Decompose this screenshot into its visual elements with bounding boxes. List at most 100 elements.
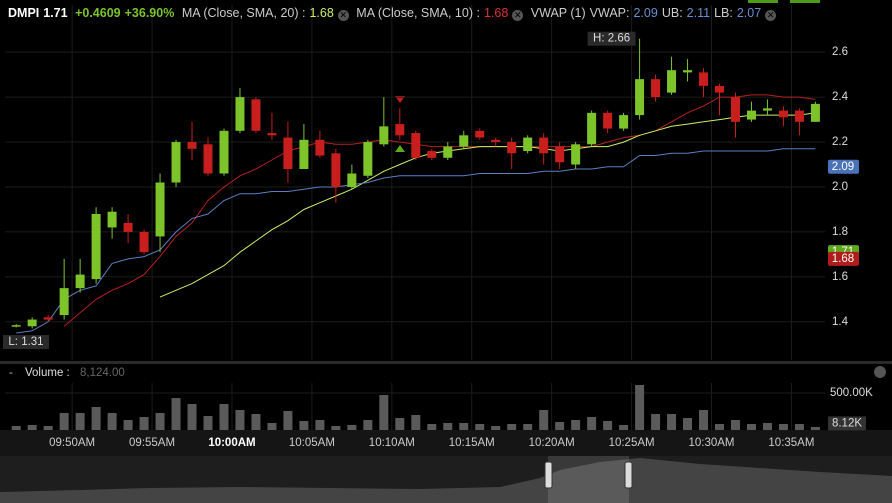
candle-body bbox=[571, 144, 581, 165]
y-tick-label: 500.00K bbox=[830, 387, 873, 399]
volume-bar bbox=[778, 424, 788, 430]
volume-bar bbox=[411, 414, 421, 430]
volume-bar bbox=[587, 416, 597, 430]
candle-body bbox=[459, 135, 469, 147]
volume-bar bbox=[363, 420, 373, 430]
buy-marker bbox=[395, 145, 405, 152]
navigator-handle[interactable] bbox=[544, 461, 553, 489]
grid bbox=[5, 5, 825, 430]
volume-bar bbox=[459, 422, 469, 430]
candle-body bbox=[539, 137, 549, 154]
volume-bar bbox=[427, 424, 437, 430]
x-tick-label: 10:30AM bbox=[688, 437, 734, 449]
candle-body bbox=[778, 110, 788, 118]
navigator-window[interactable] bbox=[548, 456, 629, 503]
navigator-handle[interactable] bbox=[624, 461, 633, 489]
candle-body bbox=[139, 231, 149, 253]
candle-body bbox=[683, 70, 693, 73]
volume-bar bbox=[219, 404, 229, 430]
volume-bar bbox=[43, 426, 53, 430]
candle-body bbox=[187, 142, 197, 149]
volume-bar bbox=[171, 398, 181, 430]
close-icon[interactable] bbox=[874, 366, 886, 378]
volume-title: Volume : bbox=[25, 367, 70, 379]
volume-bar bbox=[810, 426, 820, 430]
change-pct: +36.90% bbox=[124, 6, 175, 20]
volume-bar bbox=[651, 414, 661, 430]
remove-icon[interactable]: ✕ bbox=[337, 10, 349, 21]
volume-bar bbox=[762, 422, 772, 430]
x-tick-label: 10:15AM bbox=[449, 437, 495, 449]
volume-bar bbox=[667, 414, 677, 430]
volume-bar bbox=[571, 420, 581, 430]
candle-body bbox=[730, 97, 740, 122]
change: +0.4609 bbox=[75, 6, 121, 20]
candle-body bbox=[587, 112, 597, 145]
volume-bar bbox=[443, 422, 453, 430]
y-tick-label: 2.0 bbox=[832, 181, 848, 193]
legend-value: 2.07 bbox=[736, 6, 762, 20]
high-tag: H: 2.66 bbox=[593, 33, 630, 45]
low-tag: L: 1.31 bbox=[8, 336, 43, 348]
legend-value: 2.09 bbox=[633, 6, 658, 20]
legend-label: UB: bbox=[661, 6, 683, 20]
candle-body bbox=[379, 126, 389, 145]
x-tick-label: 10:20AM bbox=[529, 437, 575, 449]
volume-bar bbox=[491, 426, 501, 430]
volume-bar bbox=[699, 410, 709, 430]
legend-value: 1.68 bbox=[483, 6, 509, 20]
candle-body bbox=[123, 222, 133, 232]
collapse-icon[interactable]: - bbox=[9, 367, 13, 379]
volume-bar bbox=[59, 412, 69, 430]
candle-body bbox=[603, 112, 613, 129]
legend-entry: VWAP (1) bbox=[530, 6, 586, 20]
volume-bar bbox=[267, 422, 277, 430]
candle-body bbox=[715, 85, 725, 93]
volume-bar bbox=[251, 414, 261, 430]
candle-body bbox=[203, 144, 213, 174]
remove-icon[interactable]: ✕ bbox=[765, 10, 777, 21]
y-tick-label: 1.6 bbox=[832, 271, 848, 283]
volume-bar bbox=[746, 424, 756, 430]
candle-body bbox=[283, 137, 293, 170]
volume-bar bbox=[123, 420, 133, 430]
indicator-line bbox=[16, 148, 816, 334]
x-tick-label: 10:25AM bbox=[609, 437, 655, 449]
y-tick-label: 2.2 bbox=[832, 136, 848, 148]
volume-tag: 8.12K bbox=[832, 417, 862, 429]
volume-bar bbox=[730, 420, 740, 430]
volume-bar bbox=[395, 418, 405, 430]
volume-bar bbox=[75, 412, 85, 430]
candle-body bbox=[635, 79, 645, 116]
candle-body bbox=[699, 72, 709, 86]
candle-body bbox=[475, 130, 485, 138]
volume-bar bbox=[539, 410, 549, 430]
candle-body bbox=[171, 142, 181, 183]
remove-icon[interactable]: ✕ bbox=[512, 10, 524, 21]
volume-bar bbox=[715, 424, 725, 430]
volume-bar bbox=[475, 424, 485, 430]
price-tag-box bbox=[828, 159, 859, 174]
indicator-line bbox=[63, 94, 816, 327]
y-tick-label: 1.8 bbox=[832, 226, 848, 238]
candle-body bbox=[315, 139, 325, 156]
legend-label: VWAP: bbox=[589, 6, 630, 20]
y-tick-label: 2.4 bbox=[832, 91, 849, 103]
candle-body bbox=[427, 151, 437, 158]
toolbar-button[interactable] bbox=[748, 0, 778, 3]
time-axis bbox=[0, 430, 892, 456]
volume-bar bbox=[555, 422, 565, 430]
volume-value: 8,124.00 bbox=[80, 367, 125, 379]
candle-body bbox=[155, 182, 165, 237]
candle-body bbox=[651, 79, 661, 98]
toolbar-button[interactable] bbox=[790, 0, 820, 3]
candle-body bbox=[107, 211, 117, 228]
legend-value: 1.68 bbox=[309, 6, 334, 20]
candle-body bbox=[91, 213, 101, 280]
y-tick-label: 2.6 bbox=[832, 46, 848, 58]
x-tick-label: 09:55AM bbox=[129, 437, 175, 449]
candle-body bbox=[235, 97, 245, 131]
marks bbox=[11, 38, 820, 430]
